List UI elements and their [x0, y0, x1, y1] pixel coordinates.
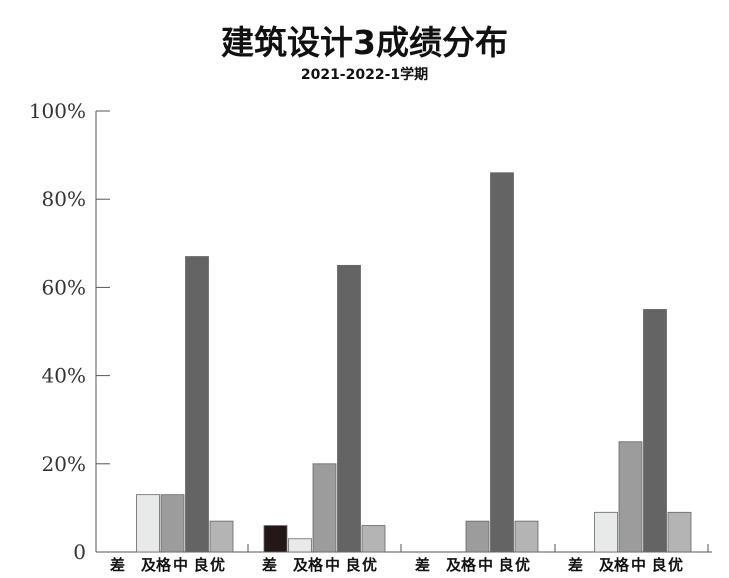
x-tick-label: 及格 [599, 556, 630, 574]
x-tick-label: 良 [345, 556, 360, 574]
x-tick-label: 中 [325, 556, 340, 574]
chart-subtitle: 2021-2022-1学期 [300, 67, 429, 83]
x-tick-label: 及格 [141, 556, 172, 574]
chart-title: 建筑设计3成绩分布 [221, 23, 508, 62]
bar [288, 538, 312, 553]
x-tick-label: 差 [415, 556, 430, 574]
y-tick-label: 0 [73, 540, 86, 564]
tick-labels: 020%40%60%80%100%差 及格中良优差及格中良优差及格中良优差及格中良… [29, 99, 683, 574]
bar [643, 309, 667, 553]
bar [337, 264, 361, 553]
x-tick-label: 优 [362, 556, 377, 574]
x-tick-label: 差 [262, 556, 277, 574]
y-tick-label: 40% [42, 364, 86, 388]
y-tick-label: 20% [42, 452, 86, 476]
bar [136, 494, 160, 553]
y-tick-label: 80% [42, 187, 86, 211]
x-tick-label: 差 [110, 556, 125, 574]
x-tick-label: 及格 [446, 556, 477, 574]
x-tick-label: 及格 [293, 556, 324, 574]
bar [361, 525, 386, 553]
x-tick-label: 良 [193, 556, 208, 574]
x-tick-label: 良 [498, 556, 513, 574]
bar [514, 520, 539, 553]
bar [490, 172, 514, 553]
bar [618, 441, 643, 553]
bar [667, 511, 692, 553]
bar [594, 511, 618, 553]
bars [136, 172, 692, 553]
x-tick-label: 优 [668, 556, 683, 574]
x-tick-label: 差 [568, 556, 583, 574]
bar [160, 494, 185, 553]
bar [263, 525, 288, 553]
x-tick-label: 中 [631, 556, 646, 574]
y-tick-label: 100% [29, 99, 86, 123]
x-tick-label: 良 [651, 556, 666, 574]
y-tick-label: 60% [42, 275, 86, 299]
x-tick-label: 优 [210, 556, 225, 574]
bar [465, 520, 490, 553]
bar [312, 463, 337, 553]
bar [209, 520, 234, 553]
x-tick-label: 中 [478, 556, 493, 574]
x-tick-label: 中 [173, 556, 188, 574]
x-tick-label: 优 [515, 556, 530, 574]
bar [185, 256, 209, 553]
